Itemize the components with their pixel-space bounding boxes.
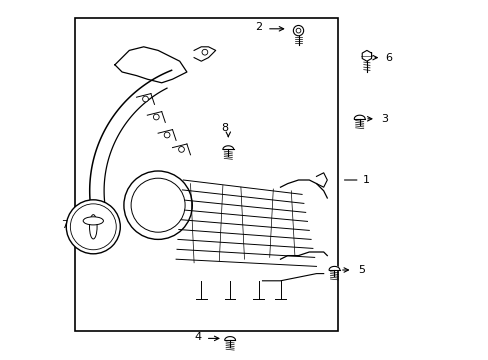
Polygon shape [223,146,233,149]
Circle shape [70,204,116,250]
Ellipse shape [89,215,97,239]
Text: 7: 7 [61,220,68,230]
Polygon shape [328,266,339,270]
Circle shape [142,96,148,102]
Text: 3: 3 [381,114,387,124]
Text: 4: 4 [194,332,201,342]
Text: 1: 1 [363,175,369,185]
Circle shape [131,178,185,232]
Text: 2: 2 [255,22,262,32]
Ellipse shape [83,217,103,225]
Circle shape [153,114,159,120]
Circle shape [123,171,192,239]
Circle shape [178,147,184,152]
Text: 6: 6 [384,53,391,63]
Text: 5: 5 [357,265,364,275]
Circle shape [164,132,170,138]
Circle shape [66,200,120,254]
Circle shape [296,28,300,33]
Text: 8: 8 [221,123,228,133]
Polygon shape [362,50,371,61]
Circle shape [202,49,207,55]
Polygon shape [224,337,235,340]
Circle shape [293,26,303,36]
Polygon shape [354,115,365,119]
